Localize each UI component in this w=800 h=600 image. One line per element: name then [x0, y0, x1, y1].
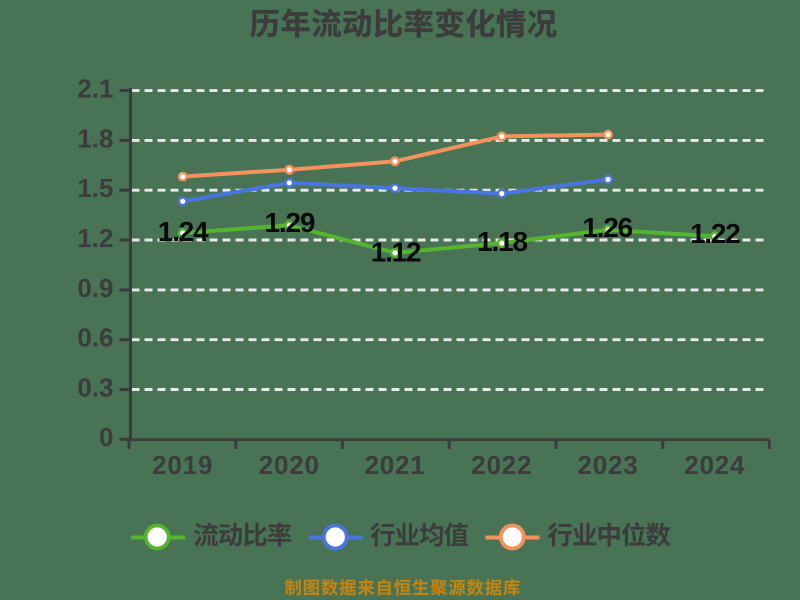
svg-text:2024: 2024: [684, 450, 745, 480]
svg-text:1.2: 1.2: [77, 223, 113, 253]
svg-text:1.22: 1.22: [690, 218, 740, 249]
svg-text:1.24: 1.24: [158, 216, 209, 247]
svg-text:1.5: 1.5: [77, 173, 113, 203]
svg-text:2020: 2020: [259, 450, 320, 480]
svg-text:0.9: 0.9: [77, 273, 113, 303]
svg-text:1.29: 1.29: [265, 207, 315, 238]
svg-text:0.6: 0.6: [77, 323, 113, 353]
svg-text:2023: 2023: [577, 450, 638, 480]
svg-text:2.1: 2.1: [77, 74, 113, 104]
svg-text:2021: 2021: [364, 450, 425, 480]
svg-text:2022: 2022: [471, 450, 532, 480]
svg-text:0.3: 0.3: [77, 372, 113, 402]
svg-text:1.8: 1.8: [77, 123, 113, 153]
svg-text:1.26: 1.26: [582, 212, 632, 243]
svg-text:1.12: 1.12: [371, 237, 421, 268]
svg-text:0: 0: [99, 422, 113, 452]
svg-text:1.18: 1.18: [477, 226, 527, 257]
svg-text:2019: 2019: [152, 450, 213, 480]
